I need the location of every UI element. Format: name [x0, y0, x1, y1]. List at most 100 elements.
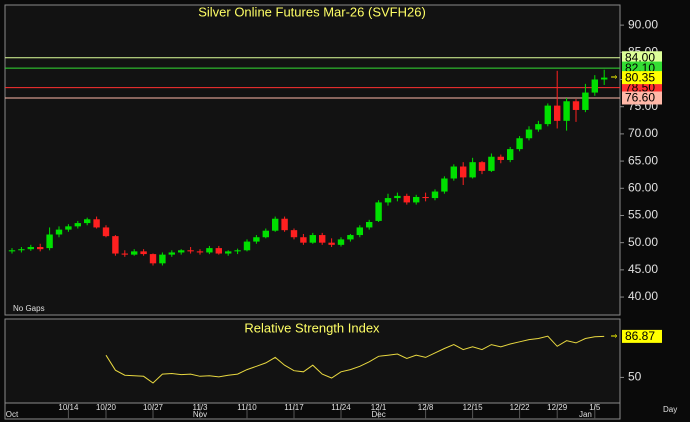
candle-body: [37, 247, 44, 250]
candle-body: [140, 251, 147, 255]
x-tick-label: 11/10: [237, 403, 257, 412]
candle-body: [488, 156, 495, 171]
candle-body: [422, 196, 429, 199]
candle-body: [234, 250, 241, 252]
candle-body: [178, 250, 185, 253]
candle-body: [460, 166, 467, 178]
y-tick-label: 70.00: [628, 126, 658, 140]
candle-body: [262, 230, 269, 238]
price-panel: [4, 4, 621, 316]
candle-body: [55, 229, 63, 235]
candle-body: [582, 92, 589, 110]
candle-body: [225, 251, 232, 254]
value-box: [622, 91, 662, 105]
x-tick-label: 11/17: [284, 403, 304, 412]
last-arrow: ⇒: [611, 331, 618, 340]
candle-body: [525, 129, 533, 139]
candle-body: [554, 105, 561, 121]
month-label: Jan: [579, 410, 592, 419]
x-tick-label: 12/8: [418, 403, 434, 412]
candle-body: [149, 254, 157, 264]
candle-body: [413, 196, 420, 203]
candle-body: [253, 237, 260, 242]
candle-body: [196, 251, 204, 253]
candle-body: [356, 227, 363, 236]
candle-body: [290, 230, 298, 238]
candle-body: [591, 79, 598, 93]
y-tick-label: 50: [628, 370, 642, 384]
candle-body: [375, 202, 382, 221]
candle-body: [131, 251, 138, 255]
rsi-title: Relative Strength Index: [244, 320, 380, 335]
candle-body: [121, 253, 128, 255]
candle-body: [84, 219, 91, 224]
candle-body: [281, 218, 288, 231]
value-box: [622, 71, 662, 85]
candle-body: [309, 235, 316, 243]
x-tick-label: 12/29: [547, 403, 568, 412]
candle-body: [187, 250, 194, 252]
candle-body: [394, 195, 401, 199]
x-tick-label: 12/1: [371, 403, 387, 412]
candle-body: [27, 247, 34, 250]
value-box: [622, 51, 662, 65]
period-label: Day: [663, 405, 677, 414]
candle-body: [601, 77, 608, 80]
x-tick-label: 10/27: [143, 403, 164, 412]
candle-body: [319, 235, 326, 243]
candle-body: [337, 239, 345, 245]
candle-body: [168, 252, 175, 255]
value-label: 84.00: [625, 50, 655, 64]
candle-body: [8, 250, 16, 252]
candle-body: [478, 162, 486, 171]
note: No Gaps: [13, 304, 45, 313]
y-tick-label: 90.00: [628, 17, 658, 31]
y-tick-label: 55.00: [628, 208, 658, 222]
candle-body: [507, 149, 514, 160]
value-box: [622, 81, 662, 95]
x-tick-label: 11/3: [193, 403, 209, 412]
month-label: Nov: [193, 410, 207, 419]
candle-body: [441, 178, 448, 192]
candle-body: [469, 162, 476, 178]
candle-body: [431, 191, 439, 199]
candle-body: [347, 235, 354, 240]
candle-body: [272, 218, 279, 231]
x-tick-label: 12/15: [463, 403, 484, 412]
candle-body: [46, 234, 53, 249]
value-label: 80.35: [625, 70, 655, 84]
rsi-panel: [4, 318, 621, 404]
x-tick-label: 12/22: [510, 403, 531, 412]
y-tick-label: 40.00: [628, 289, 658, 303]
y-tick-label: 60.00: [628, 180, 658, 194]
candle-body: [572, 101, 580, 110]
y-tick-label: 45.00: [628, 262, 658, 276]
candle-body: [384, 198, 392, 203]
candle-body: [65, 226, 72, 230]
candle-body: [215, 248, 222, 254]
chart-title: Silver Online Futures Mar-26 (SVFH26): [198, 4, 426, 19]
candle-body: [102, 227, 110, 237]
candle-body: [535, 124, 542, 130]
month-label: Oct: [6, 410, 19, 419]
x-axis-strip: [4, 402, 621, 420]
candle-body: [112, 236, 119, 254]
candle-body: [516, 138, 523, 150]
value-label: 76.60: [625, 91, 655, 105]
candle-body: [328, 242, 335, 245]
y-tick-label: 65.00: [628, 153, 658, 167]
candle-body: [206, 248, 213, 253]
candle-body: [366, 222, 373, 228]
candle-body: [403, 195, 410, 203]
y-tick-label: 50.00: [628, 235, 658, 249]
x-tick-label: 10/20: [96, 403, 117, 412]
rsi-line: [105, 335, 605, 384]
candle-body: [93, 219, 100, 228]
candle-body: [74, 223, 81, 227]
candle-body: [544, 105, 551, 125]
value-box: [622, 329, 662, 343]
candle-body: [159, 254, 166, 264]
candle-body: [300, 237, 307, 243]
x-tick-label: 10/14: [58, 403, 79, 412]
